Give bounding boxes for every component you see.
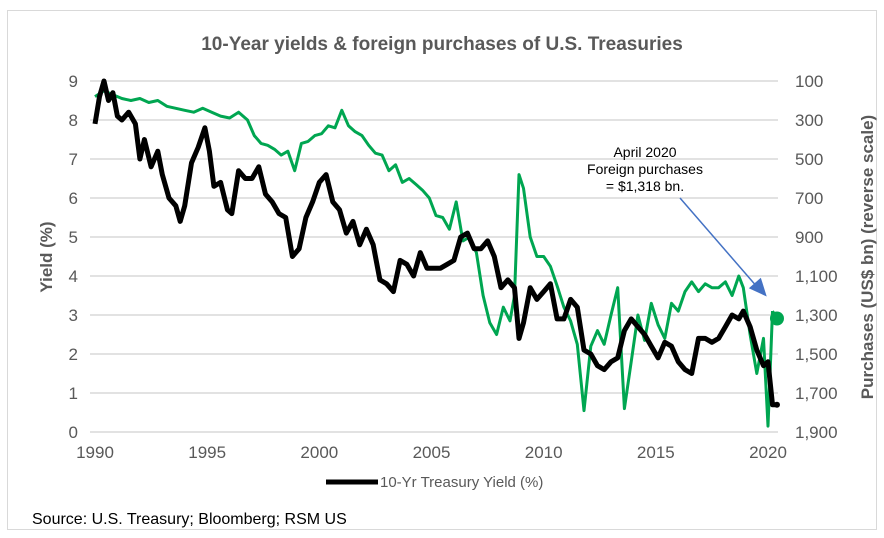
y2-tick-label: 1,300	[795, 306, 838, 325]
x-tick-label: 2020	[749, 443, 787, 462]
y2-axis-ticks: 100 300 500 700 900 1,100 1,300 1,500 1,700 1,900	[795, 72, 838, 442]
annotation-arrowhead	[748, 277, 767, 297]
y-tick-label: 4	[69, 267, 78, 286]
y-tick-label: 1	[69, 384, 78, 403]
annotation: April 2020 Foreign purchases = $1,318 bn…	[587, 144, 767, 297]
y-axis-title: Yield (%)	[37, 221, 56, 292]
legend-label-yield: 10-Yr Treasury Yield (%)	[380, 474, 543, 491]
x-tick-label: 2005	[413, 443, 451, 462]
y2-tick-label: 1,500	[795, 345, 838, 364]
y2-tick-label: 1,900	[795, 423, 838, 442]
series-line-yield	[92, 78, 777, 408]
y-tick-label: 5	[69, 228, 78, 247]
y-tick-label: 6	[69, 189, 78, 208]
y2-tick-label: 500	[795, 150, 823, 169]
annotation-line-1: April 2020	[613, 144, 676, 160]
y2-tick-label: 300	[795, 111, 823, 130]
y-tick-label: 8	[69, 111, 78, 130]
y2-axis-title: Purchases (US$ bn) (reverse scale)	[858, 115, 877, 399]
gridlines	[90, 80, 778, 433]
source-note: Source: U.S. Treasury; Bloomberg; RSM US	[32, 511, 347, 528]
y2-tick-label: 900	[795, 228, 823, 247]
y-axis-ticks: 0 1 2 3 4 5 6 7 8 9	[69, 72, 78, 442]
x-tick-label: 1990	[76, 443, 114, 462]
y-tick-label: 7	[69, 150, 78, 169]
series-point-latest-yield	[773, 401, 780, 408]
annotation-arrow-line	[679, 197, 758, 288]
legend: 10-Yr Treasury Yield (%)	[326, 474, 543, 491]
x-tick-label: 2010	[525, 443, 563, 462]
annotation-line-3: = $1,318 bn.	[606, 178, 684, 194]
y2-tick-label: 700	[795, 189, 823, 208]
annotation-line-2: Foreign purchases	[587, 161, 703, 177]
series-dotted-segment-purchases	[771, 310, 779, 320]
x-tick-label: 2000	[300, 443, 338, 462]
x-axis-ticks: 1990 1995 2000 2005 2010 2015 2020	[76, 443, 787, 462]
series-line-purchases	[94, 89, 774, 428]
y2-tick-label: 1,700	[795, 384, 838, 403]
y-tick-label: 0	[69, 423, 78, 442]
y2-tick-label: 1,100	[795, 267, 838, 286]
y-tick-label: 3	[69, 306, 78, 325]
series-layer	[92, 78, 784, 428]
x-tick-label: 1995	[188, 443, 226, 462]
y-tick-label: 9	[69, 72, 78, 91]
series-point-latest-purchases	[769, 311, 784, 326]
x-tick-label: 2015	[637, 443, 675, 462]
chart-title: 10-Year yields & foreign purchases of U.…	[201, 34, 683, 55]
y2-tick-label: 100	[795, 72, 823, 91]
y-tick-label: 2	[69, 345, 78, 364]
